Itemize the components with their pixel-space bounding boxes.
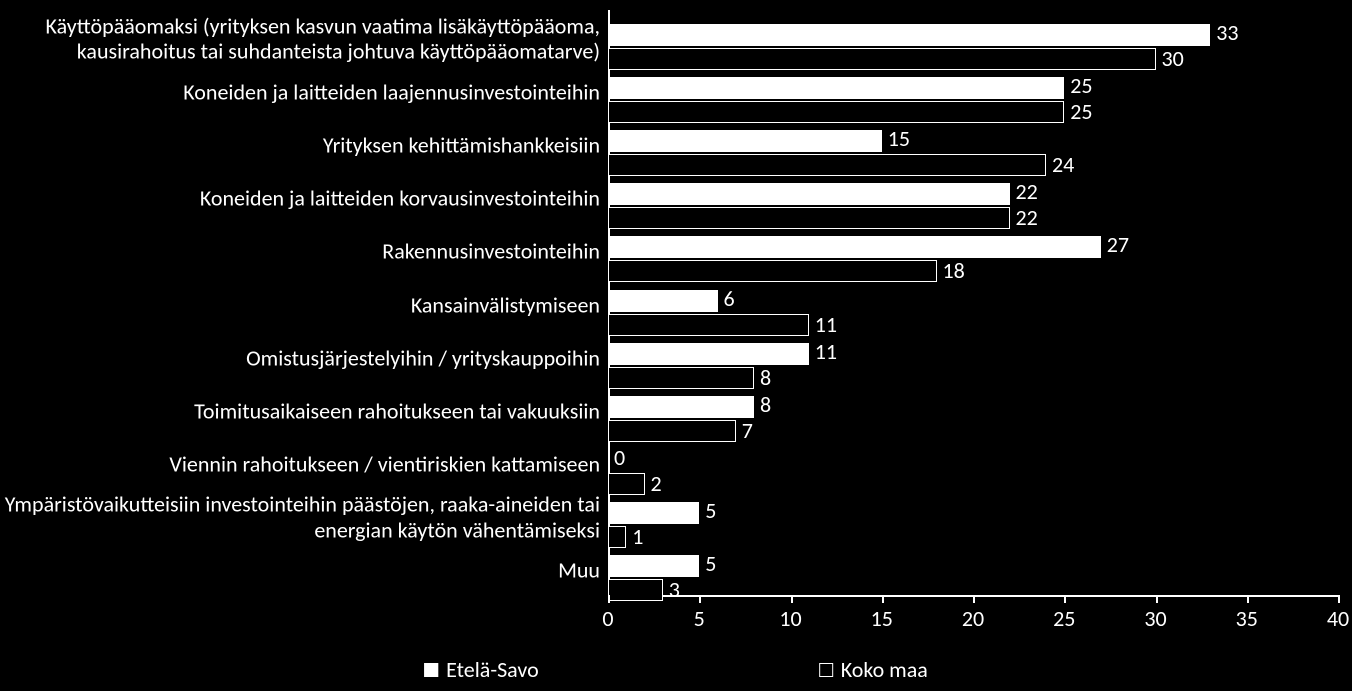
x-tick: [1247, 595, 1249, 603]
category-label: Yrityksen kehittämishankkeisiin: [4, 132, 600, 157]
category-label: Viennin rahoitukseen / vientiriskien kat…: [4, 451, 600, 476]
x-tick: [1156, 595, 1158, 603]
bar-etela-savo: [608, 236, 1101, 258]
bar-value: 0: [614, 447, 625, 469]
bar-value: 24: [1052, 154, 1074, 176]
bar-etela-savo: [608, 290, 718, 312]
legend-swatch-icon: [424, 663, 438, 677]
bar-etela-savo: [608, 555, 699, 577]
legend-label: Etelä-Savo: [446, 656, 539, 683]
bar-value: 1: [632, 526, 643, 548]
bar-koko-maa: [608, 473, 645, 495]
x-tick: [1064, 595, 1066, 603]
category-label: Koneiden ja laitteiden korvausinvestoint…: [4, 185, 600, 210]
bar-koko-maa: [608, 579, 663, 601]
x-tick-label: 40: [1327, 605, 1349, 632]
legend-item-etela-savo: Etelä-Savo: [424, 656, 539, 683]
x-tick: [608, 595, 610, 603]
bar-koko-maa: [608, 48, 1156, 70]
bar-etela-savo: [608, 502, 699, 524]
bar-chart: 3330252515242222271861111887025153 Käytt…: [0, 10, 1352, 645]
bar-value: 25: [1070, 101, 1092, 123]
bar-value: 25: [1070, 75, 1092, 97]
x-tick: [1338, 595, 1340, 603]
bar-value: 11: [815, 314, 837, 336]
bar-value: 33: [1216, 22, 1238, 44]
bar-koko-maa: [608, 526, 626, 548]
x-tick-label: 20: [962, 605, 984, 632]
bar-koko-maa: [608, 101, 1064, 123]
category-label: Omistusjärjestelyihin / yrityskauppoihin: [4, 345, 600, 370]
bar-value: 22: [1016, 181, 1038, 203]
x-tick: [882, 595, 884, 603]
bar-value: 7: [742, 420, 753, 442]
legend-item-koko-maa: Koko maa: [819, 656, 928, 683]
bar-etela-savo: [608, 130, 882, 152]
bar-value: 5: [705, 553, 716, 575]
bar-value: 30: [1162, 48, 1184, 70]
x-tick-label: 0: [602, 605, 613, 632]
bar-value: 8: [760, 367, 771, 389]
bar-value: 27: [1107, 234, 1129, 256]
bar-value: 11: [815, 341, 837, 363]
bar-koko-maa: [608, 420, 736, 442]
category-label: Kansainvälistymiseen: [4, 292, 600, 317]
bar-value: 15: [888, 128, 910, 150]
bar-value: 2: [651, 473, 662, 495]
x-tick-label: 15: [871, 605, 893, 632]
bar-etela-savo: [608, 183, 1010, 205]
category-label: Koneiden ja laitteiden laajennusinvestoi…: [4, 79, 600, 104]
bar-koko-maa: [608, 314, 809, 336]
legend-label: Koko maa: [841, 656, 928, 683]
x-tick-label: 25: [1053, 605, 1075, 632]
bar-etela-savo: [608, 396, 754, 418]
bar-value: 8: [760, 394, 771, 416]
bar-koko-maa: [608, 260, 937, 282]
x-tick-label: 35: [1236, 605, 1258, 632]
bar-value: 22: [1016, 207, 1038, 229]
x-tick: [699, 595, 701, 603]
bar-koko-maa: [608, 207, 1010, 229]
bar-value: 5: [705, 500, 716, 522]
x-tick-label: 30: [1144, 605, 1166, 632]
category-label: Toimitusaikaiseen rahoitukseen tai vakuu…: [4, 398, 600, 423]
x-tick-label: 10: [779, 605, 801, 632]
bar-etela-savo: [608, 343, 809, 365]
legend-swatch-icon: [819, 663, 833, 677]
chart-legend: Etelä-Savo Koko maa: [424, 656, 928, 683]
bar-value: 18: [943, 260, 965, 282]
bar-koko-maa: [608, 154, 1046, 176]
bar-etela-savo: [608, 77, 1064, 99]
x-tick: [791, 595, 793, 603]
category-label: Käyttöpääomaksi (yrityksen kasvun vaatim…: [4, 13, 600, 64]
x-tick: [973, 595, 975, 603]
bar-etela-savo: [608, 24, 1210, 46]
category-label: Muu: [4, 558, 600, 583]
x-tick-label: 5: [694, 605, 705, 632]
bar-koko-maa: [608, 367, 754, 389]
category-label: Rakennusinvestointeihin: [4, 239, 600, 264]
bar-value: 3: [669, 579, 680, 601]
bar-value: 6: [724, 288, 735, 310]
category-label: Ympäristövaikutteisiin investointeihin p…: [4, 492, 600, 543]
